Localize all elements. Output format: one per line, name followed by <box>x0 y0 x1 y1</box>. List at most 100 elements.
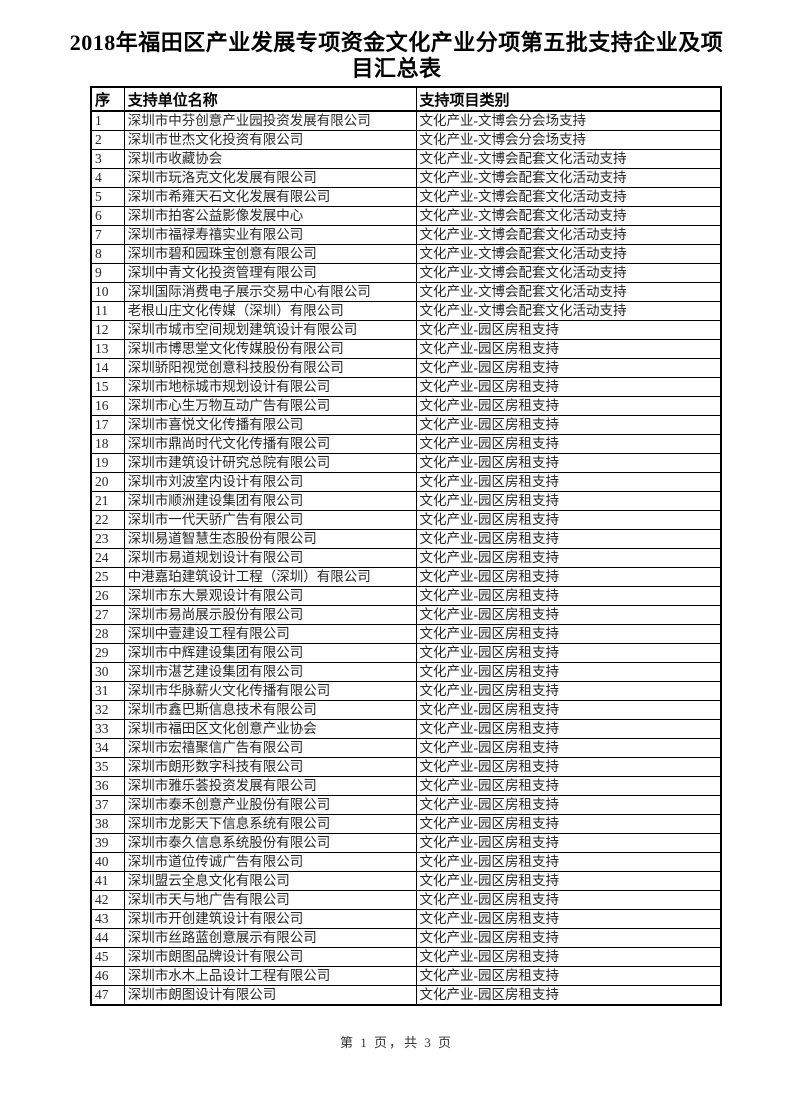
table-row: 41 深圳盟云全息文化有限公司 文化产业-园区房租支持 <box>90 871 722 891</box>
category-cell: 文化产业-园区房租支持 <box>415 795 722 815</box>
category-cell: 文化产业-园区房租支持 <box>415 586 722 606</box>
table-row: 2 深圳市世杰文化投资有限公司 文化产业-文博会分会场支持 <box>90 130 722 150</box>
unit-name-cell: 深圳市博思堂文化传媒股份有限公司 <box>123 339 417 359</box>
category-cell: 文化产业-园区房租支持 <box>415 415 722 435</box>
unit-name-cell: 中港嘉珀建筑设计工程（深圳）有限公司 <box>123 567 417 587</box>
category-cell: 文化产业-园区房租支持 <box>415 681 722 701</box>
category-cell: 文化产业-园区房租支持 <box>415 548 722 568</box>
row-number-cell: 3 <box>90 149 125 169</box>
row-number-cell: 23 <box>90 529 125 549</box>
unit-name-cell: 深圳市湛艺建设集团有限公司 <box>123 662 417 682</box>
category-cell: 文化产业-园区房租支持 <box>415 510 722 530</box>
category-cell: 文化产业-文博会配套文化活动支持 <box>415 225 722 245</box>
category-cell: 文化产业-文博会配套文化活动支持 <box>415 282 722 302</box>
unit-name-cell: 深圳市城市空间规划建筑设计有限公司 <box>123 320 417 340</box>
unit-name-cell: 深圳市建筑设计研究总院有限公司 <box>123 453 417 473</box>
unit-name-cell: 深圳市朗图品牌设计有限公司 <box>123 947 417 967</box>
document-page: { "title": "2018年福田区产业发展专项资金文化产业分项第五批支持企… <box>0 30 793 1101</box>
category-cell: 文化产业-园区房租支持 <box>415 719 722 739</box>
category-cell: 文化产业-园区房租支持 <box>415 700 722 720</box>
table-row: 44 深圳市丝路蓝创意展示有限公司 文化产业-园区房租支持 <box>90 928 722 948</box>
table-row: 18 深圳市鼎尚时代文化传播有限公司 文化产业-园区房租支持 <box>90 434 722 454</box>
table-row: 30 深圳市湛艺建设集团有限公司 文化产业-园区房租支持 <box>90 662 722 682</box>
table-row: 23 深圳易道智慧生态股份有限公司 文化产业-园区房租支持 <box>90 529 722 549</box>
row-number-cell: 17 <box>90 415 125 435</box>
unit-name-cell: 老根山庄文化传媒（深圳）有限公司 <box>123 301 417 321</box>
table-row: 26 深圳市东大景观设计有限公司 文化产业-园区房租支持 <box>90 586 722 606</box>
category-cell: 文化产业-园区房租支持 <box>415 966 722 986</box>
unit-name-cell: 深圳市易道规划设计有限公司 <box>123 548 417 568</box>
table-row: 45 深圳市朗图品牌设计有限公司 文化产业-园区房租支持 <box>90 947 722 967</box>
category-cell: 文化产业-园区房租支持 <box>415 377 722 397</box>
table-row: 46 深圳市水木上品设计工程有限公司 文化产业-园区房租支持 <box>90 966 722 986</box>
category-cell: 文化产业-文博会配套文化活动支持 <box>415 206 722 226</box>
unit-name-cell: 深圳市福田区文化创意产业协会 <box>123 719 417 739</box>
category-cell: 文化产业-园区房租支持 <box>415 453 722 473</box>
category-cell: 文化产业-园区房租支持 <box>415 833 722 853</box>
row-number-cell: 30 <box>90 662 125 682</box>
table-row: 1 深圳市中芬创意产业园投资发展有限公司 文化产业-文博会分会场支持 <box>90 110 722 131</box>
unit-name-cell: 深圳易道智慧生态股份有限公司 <box>123 529 417 549</box>
unit-name-cell: 深圳市玩洛克文化发展有限公司 <box>123 168 417 188</box>
table-row: 7 深圳市福禄寿禧实业有限公司 文化产业-文博会配套文化活动支持 <box>90 225 722 245</box>
category-cell: 文化产业-园区房租支持 <box>415 947 722 967</box>
unit-name-cell: 深圳市福禄寿禧实业有限公司 <box>123 225 417 245</box>
table-row: 19 深圳市建筑设计研究总院有限公司 文化产业-园区房租支持 <box>90 453 722 473</box>
category-cell: 文化产业-园区房租支持 <box>415 871 722 891</box>
row-number-cell: 21 <box>90 491 125 511</box>
row-number-cell: 35 <box>90 757 125 777</box>
category-cell: 文化产业-园区房租支持 <box>415 852 722 872</box>
row-number-cell: 29 <box>90 643 125 663</box>
table-row: 36 深圳市雅乐荟投资发展有限公司 文化产业-园区房租支持 <box>90 776 722 796</box>
table-row: 33 深圳市福田区文化创意产业协会 文化产业-园区房租支持 <box>90 719 722 739</box>
row-number-cell: 26 <box>90 586 125 606</box>
row-number-cell: 5 <box>90 187 125 207</box>
category-cell: 文化产业-园区房租支持 <box>415 890 722 910</box>
category-cell: 文化产业-园区房租支持 <box>415 985 722 1006</box>
row-number-cell: 14 <box>90 358 125 378</box>
unit-name-cell: 深圳骄阳视觉创意科技股份有限公司 <box>123 358 417 378</box>
category-cell: 文化产业-园区房租支持 <box>415 434 722 454</box>
category-cell: 文化产业-园区房租支持 <box>415 605 722 625</box>
row-number-cell: 10 <box>90 282 125 302</box>
row-number-cell: 18 <box>90 434 125 454</box>
category-cell: 文化产业-园区房租支持 <box>415 662 722 682</box>
unit-name-cell: 深圳市朗图设计有限公司 <box>123 985 417 1006</box>
table-row: 42 深圳市天与地广告有限公司 文化产业-园区房租支持 <box>90 890 722 910</box>
row-number-cell: 6 <box>90 206 125 226</box>
category-cell: 文化产业-园区房租支持 <box>415 814 722 834</box>
table-row: 3 深圳市收藏协会 文化产业-文博会配套文化活动支持 <box>90 149 722 169</box>
row-number-cell: 44 <box>90 928 125 948</box>
unit-name-cell: 深圳市开创建筑设计有限公司 <box>123 909 417 929</box>
table-row: 17 深圳市喜悦文化传播有限公司 文化产业-园区房租支持 <box>90 415 722 435</box>
unit-name-cell: 深圳市华脉薪火文化传播有限公司 <box>123 681 417 701</box>
table-row: 34 深圳市宏禧聚信广告有限公司 文化产业-园区房租支持 <box>90 738 722 758</box>
table-row: 29 深圳市中辉建设集团有限公司 文化产业-园区房租支持 <box>90 643 722 663</box>
row-number-cell: 41 <box>90 871 125 891</box>
row-number-cell: 46 <box>90 966 125 986</box>
unit-name-cell: 深圳中壹建设工程有限公司 <box>123 624 417 644</box>
unit-name-cell: 深圳市中辉建设集团有限公司 <box>123 643 417 663</box>
row-number-cell: 7 <box>90 225 125 245</box>
row-number-cell: 39 <box>90 833 125 853</box>
table-row: 10 深圳国际消费电子展示交易中心有限公司 文化产业-文博会配套文化活动支持 <box>90 282 722 302</box>
unit-name-cell: 深圳市碧和园珠宝创意有限公司 <box>123 244 417 264</box>
row-number-cell: 45 <box>90 947 125 967</box>
category-cell: 文化产业-园区房租支持 <box>415 776 722 796</box>
unit-name-cell: 深圳市顺洲建设集团有限公司 <box>123 491 417 511</box>
row-number-cell: 32 <box>90 700 125 720</box>
category-cell: 文化产业-园区房租支持 <box>415 643 722 663</box>
table-body: 1 深圳市中芬创意产业园投资发展有限公司 文化产业-文博会分会场支持 2 深圳市… <box>90 110 722 1006</box>
category-cell: 文化产业-园区房租支持 <box>415 491 722 511</box>
table-row: 4 深圳市玩洛克文化发展有限公司 文化产业-文博会配套文化活动支持 <box>90 168 722 188</box>
row-number-cell: 20 <box>90 472 125 492</box>
unit-name-cell: 深圳市朗形数字科技有限公司 <box>123 757 417 777</box>
table-row: 6 深圳市拍客公益影像发展中心 文化产业-文博会配套文化活动支持 <box>90 206 722 226</box>
table-row: 40 深圳市道位传诚广告有限公司 文化产业-园区房租支持 <box>90 852 722 872</box>
unit-name-cell: 深圳市中芬创意产业园投资发展有限公司 <box>123 110 417 131</box>
category-cell: 文化产业-文博会配套文化活动支持 <box>415 187 722 207</box>
table-row: 11 老根山庄文化传媒（深圳）有限公司 文化产业-文博会配套文化活动支持 <box>90 301 722 321</box>
row-number-cell: 4 <box>90 168 125 188</box>
table-row: 20 深圳市刘波室内设计有限公司 文化产业-园区房租支持 <box>90 472 722 492</box>
row-number-cell: 12 <box>90 320 125 340</box>
